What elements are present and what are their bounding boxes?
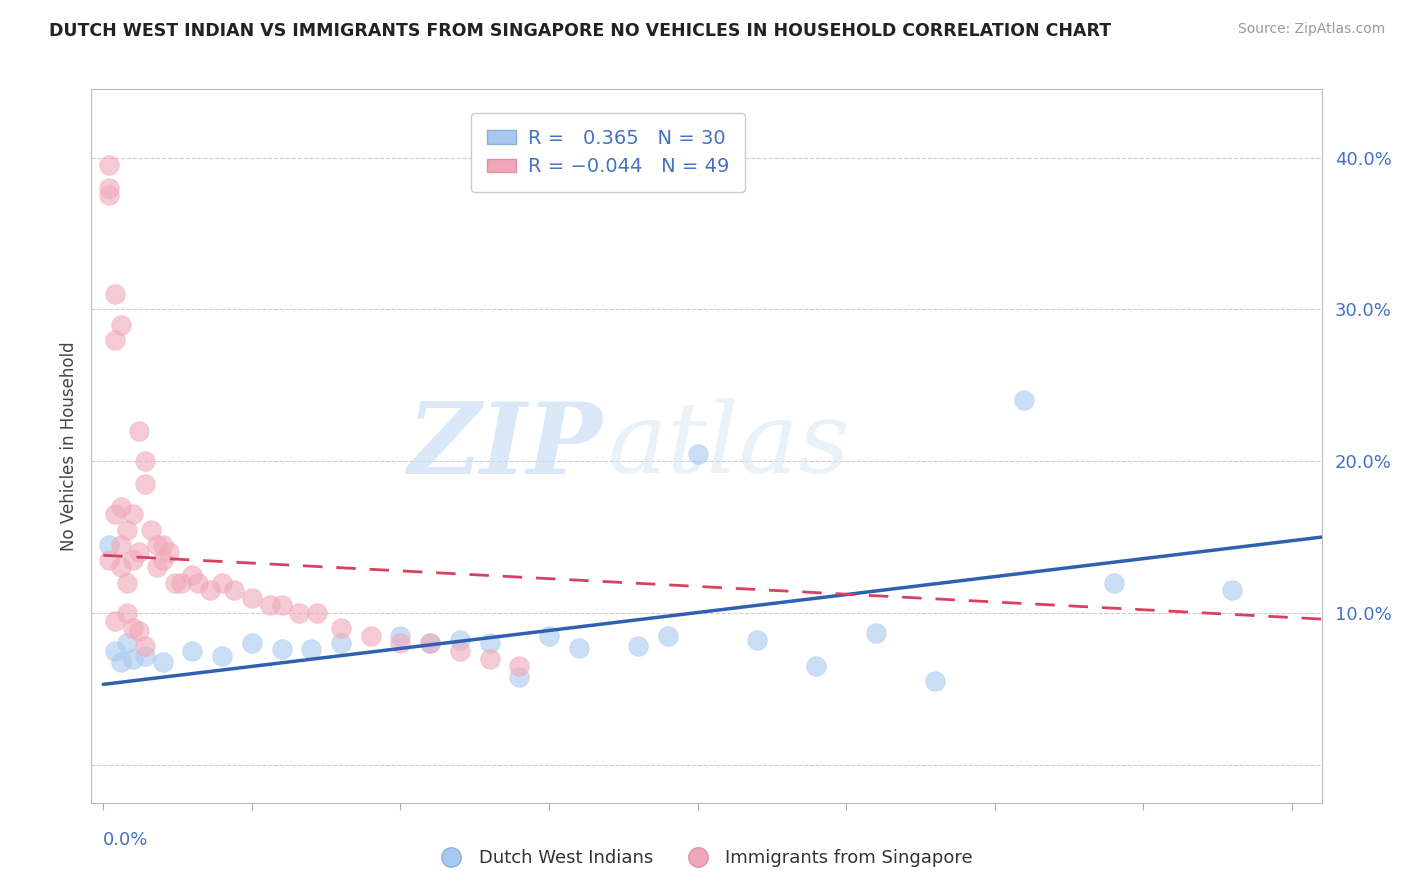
Point <box>122 621 145 635</box>
Text: 0.0%: 0.0% <box>103 831 149 849</box>
Point <box>98 538 121 552</box>
Point <box>134 648 156 663</box>
Point <box>134 640 156 654</box>
Point <box>222 583 245 598</box>
Text: atlas: atlas <box>607 399 851 493</box>
Point <box>98 188 121 202</box>
Point <box>181 644 204 658</box>
Point <box>1102 575 1125 590</box>
Point <box>330 621 353 635</box>
Point <box>419 636 441 650</box>
Point <box>568 640 591 655</box>
Point <box>478 636 501 650</box>
Point <box>745 633 768 648</box>
Point <box>686 447 709 461</box>
Point <box>389 629 412 643</box>
Point <box>181 568 204 582</box>
Point <box>163 575 186 590</box>
Point <box>187 575 209 590</box>
Point <box>152 553 174 567</box>
Text: ZIP: ZIP <box>406 398 602 494</box>
Point <box>449 633 471 648</box>
Point <box>924 674 946 689</box>
Point <box>145 560 167 574</box>
Point <box>115 606 138 620</box>
Point <box>806 659 828 673</box>
Legend: R =   0.365   N = 30, R = −0.044   N = 49: R = 0.365 N = 30, R = −0.044 N = 49 <box>471 113 745 192</box>
Point <box>152 655 174 669</box>
Point <box>270 599 292 613</box>
Point <box>122 553 145 567</box>
Text: Source: ZipAtlas.com: Source: ZipAtlas.com <box>1237 22 1385 37</box>
Point <box>270 642 292 657</box>
Point <box>211 575 233 590</box>
Point <box>169 575 191 590</box>
Point <box>115 575 138 590</box>
Point <box>360 629 382 643</box>
Point <box>128 545 150 559</box>
Point <box>110 560 132 574</box>
Point <box>627 640 650 654</box>
Point <box>478 651 501 665</box>
Point <box>259 599 281 613</box>
Point <box>104 614 127 628</box>
Point <box>128 424 150 438</box>
Point <box>157 545 180 559</box>
Point <box>110 318 132 332</box>
Point <box>134 477 156 491</box>
Point <box>110 538 132 552</box>
Point <box>240 636 263 650</box>
Point <box>330 636 353 650</box>
Point <box>122 508 145 522</box>
Point <box>211 648 233 663</box>
Point <box>419 636 441 650</box>
Point <box>288 606 311 620</box>
Point <box>1014 393 1036 408</box>
Point <box>134 454 156 468</box>
Point <box>98 553 121 567</box>
Point <box>307 606 329 620</box>
Point <box>104 508 127 522</box>
Point <box>128 624 150 639</box>
Point <box>200 583 222 598</box>
Point <box>145 538 167 552</box>
Legend: Dutch West Indians, Immigrants from Singapore: Dutch West Indians, Immigrants from Sing… <box>426 842 980 874</box>
Point <box>152 538 174 552</box>
Point <box>508 670 530 684</box>
Point <box>1222 583 1244 598</box>
Point <box>122 651 145 665</box>
Text: DUTCH WEST INDIAN VS IMMIGRANTS FROM SINGAPORE NO VEHICLES IN HOUSEHOLD CORRELAT: DUTCH WEST INDIAN VS IMMIGRANTS FROM SIN… <box>49 22 1111 40</box>
Point <box>98 158 121 172</box>
Point <box>104 644 127 658</box>
Point <box>449 644 471 658</box>
Point <box>299 642 322 657</box>
Point <box>110 500 132 514</box>
Y-axis label: No Vehicles in Household: No Vehicles in Household <box>59 341 77 551</box>
Point <box>240 591 263 605</box>
Point <box>657 629 679 643</box>
Point <box>865 625 887 640</box>
Point <box>115 523 138 537</box>
Point <box>389 636 412 650</box>
Point <box>508 659 530 673</box>
Point <box>115 636 138 650</box>
Point <box>98 181 121 195</box>
Point <box>104 333 127 347</box>
Point <box>110 655 132 669</box>
Point <box>537 629 560 643</box>
Point <box>104 287 127 301</box>
Point <box>139 523 162 537</box>
